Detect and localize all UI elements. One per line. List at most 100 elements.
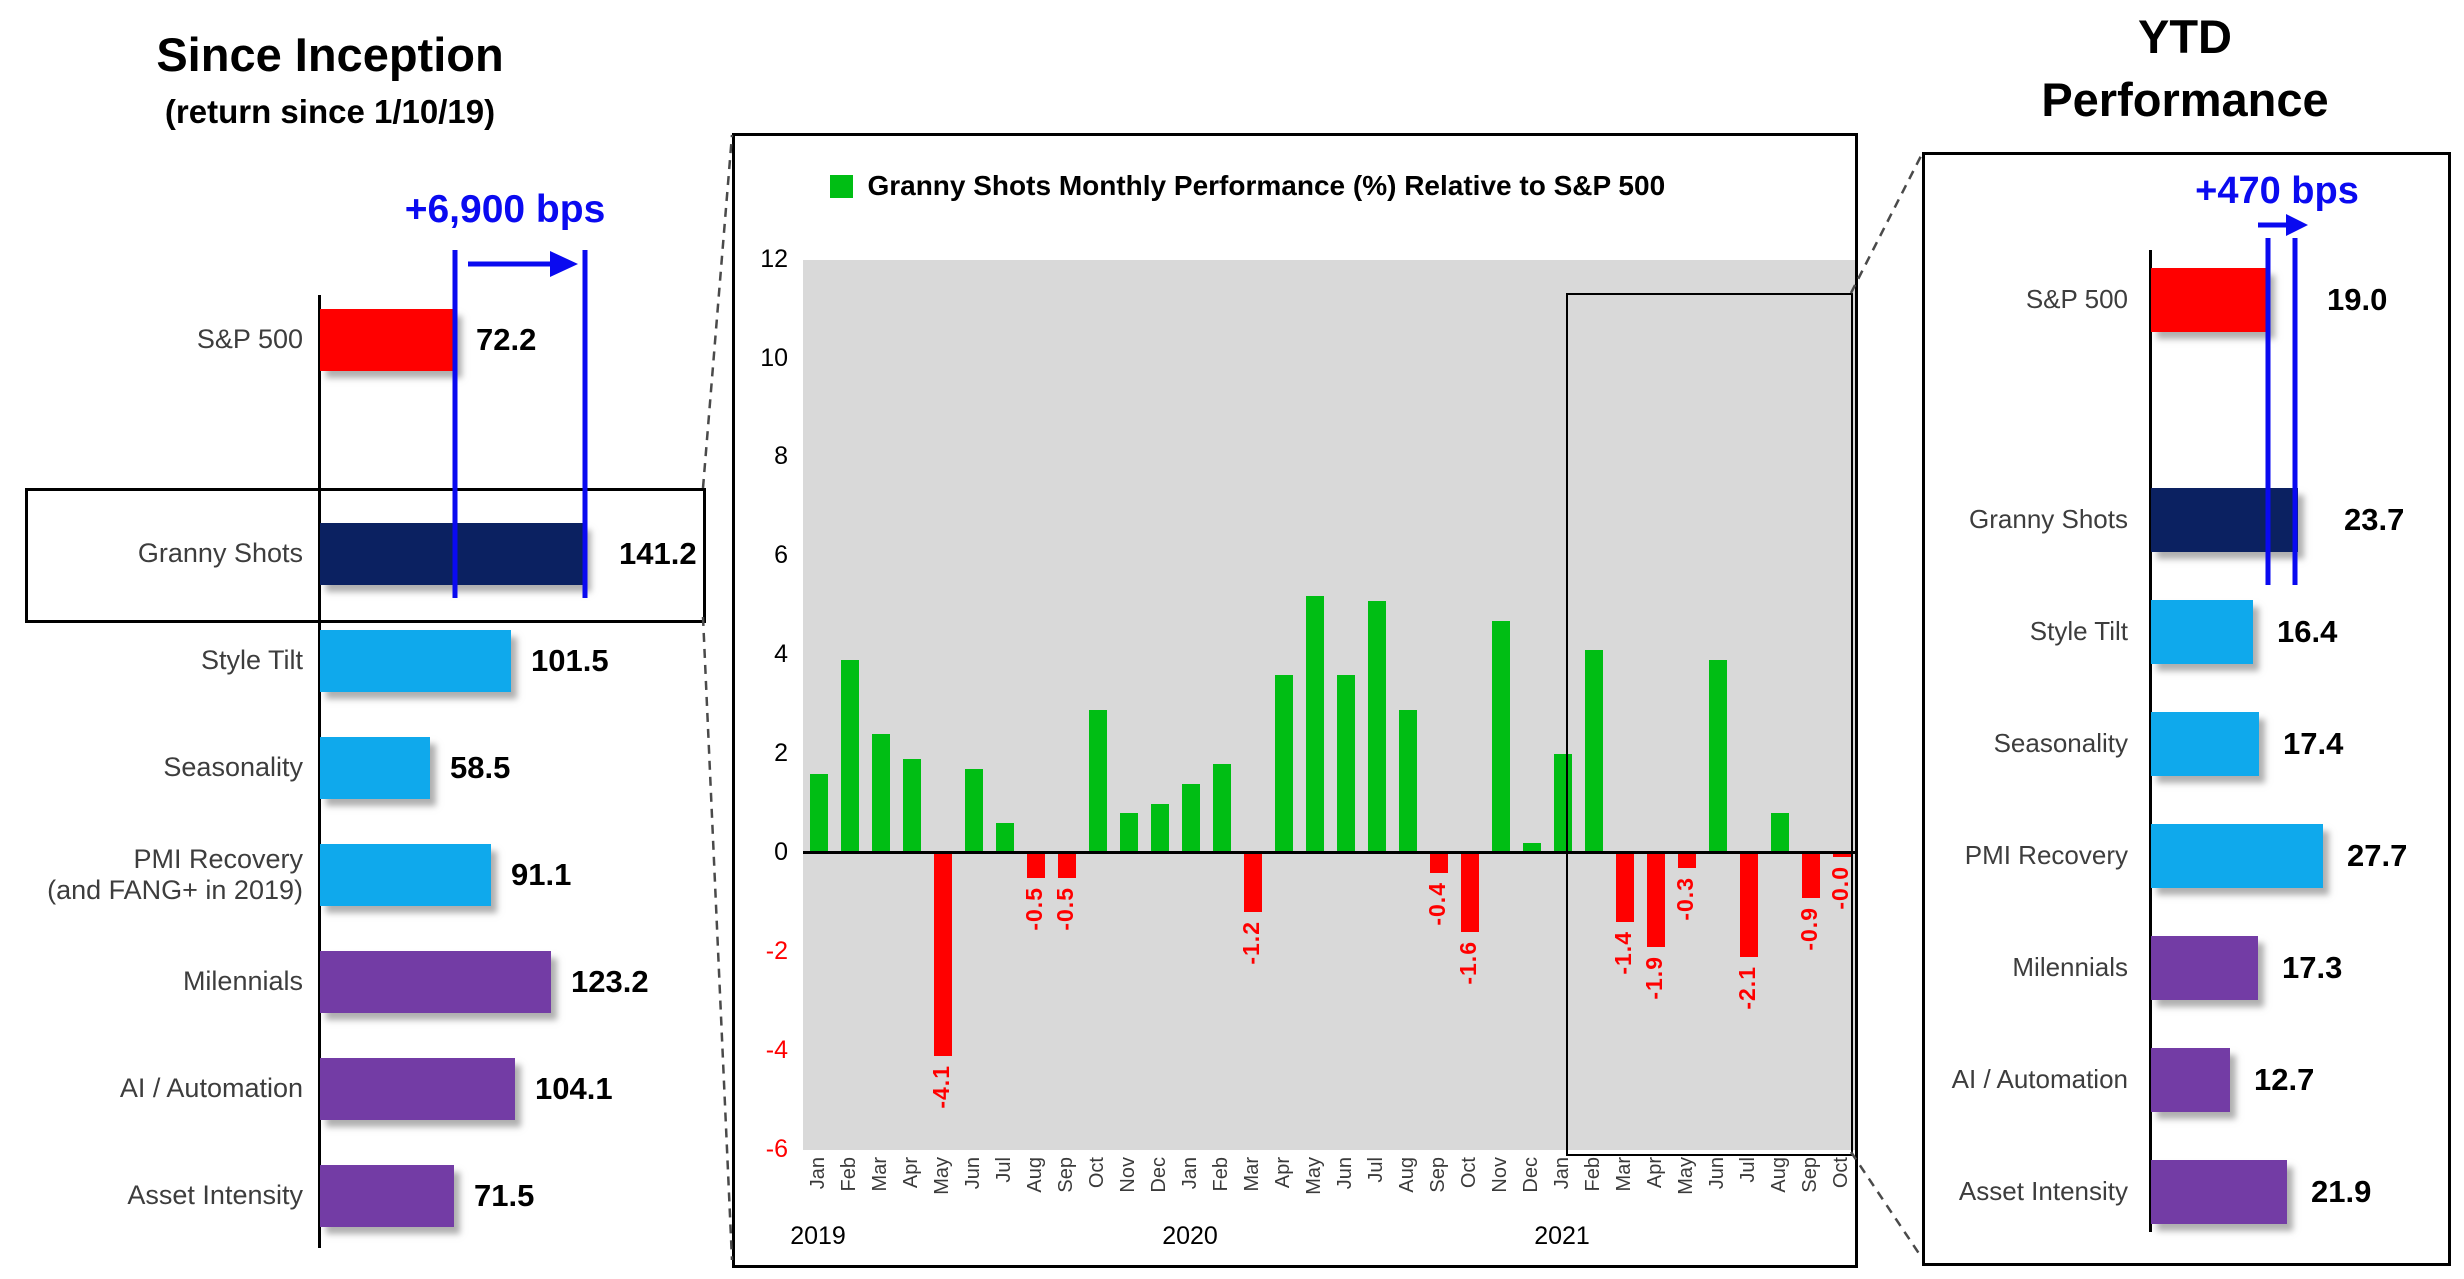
month-tick-label: Aug xyxy=(1023,1157,1046,1193)
monthly-bar xyxy=(1646,853,1665,947)
bar xyxy=(320,737,430,799)
month-tick-label: Jun xyxy=(961,1157,984,1190)
month-tick-label: Sep xyxy=(1426,1157,1449,1193)
category-label: AI / Automation xyxy=(1951,1064,2128,1095)
year-label-2020: 2020 xyxy=(1162,1222,1218,1250)
category-label: Seasonality xyxy=(1993,728,2128,759)
y-tick-label: 6 xyxy=(774,541,788,570)
month-tick-label: Aug xyxy=(1767,1157,1790,1193)
bar xyxy=(320,1165,454,1227)
monthly-bar xyxy=(1708,660,1727,853)
bar-value-label: -2.1 xyxy=(1733,965,1760,1010)
month-tick-label: Feb xyxy=(1581,1157,1604,1192)
category-label: Style Tilt xyxy=(2029,616,2128,647)
monthly-bar xyxy=(1212,764,1231,853)
y-tick-label: 12 xyxy=(760,244,788,273)
monthly-bar xyxy=(809,773,828,853)
bar-value: 141.2 xyxy=(619,536,697,571)
month-tick-label: Apr xyxy=(899,1157,922,1189)
left-panel-title: Since Inception xyxy=(156,28,504,81)
month-tick-label: May xyxy=(1674,1157,1697,1195)
bar xyxy=(2151,936,2258,1000)
monthly-bar xyxy=(1088,709,1107,853)
bar-value: 123.2 xyxy=(571,964,649,999)
legend-label: Granny Shots Monthly Performance (%) Rel… xyxy=(867,170,1666,201)
bar xyxy=(2151,1160,2287,1224)
bar xyxy=(2151,268,2269,332)
month-tick-label: Feb xyxy=(837,1157,860,1192)
bar-value: 12.7 xyxy=(2254,1062,2315,1097)
month-tick-label: Mar xyxy=(1612,1157,1635,1192)
monthly-bar xyxy=(964,768,983,853)
bar-value-label: -0.4 xyxy=(1423,881,1450,926)
left-bps-annotation: +6,900 bps xyxy=(404,188,606,231)
bar xyxy=(320,844,491,906)
month-tick-label: Oct xyxy=(1457,1157,1480,1189)
legend: Granny Shots Monthly Performance (%) Rel… xyxy=(830,170,1666,201)
bar-value: 91.1 xyxy=(511,857,572,892)
month-tick-label: May xyxy=(930,1157,953,1195)
year-label-2019: 2019 xyxy=(790,1222,846,1250)
bar-value: 104.1 xyxy=(535,1071,613,1106)
monthly-bar xyxy=(1367,600,1386,853)
month-tick-label: Oct xyxy=(1085,1157,1108,1189)
monthly-bar xyxy=(840,660,859,853)
bar-value: 19.0 xyxy=(2327,282,2388,317)
bar-value: 23.7 xyxy=(2344,502,2405,537)
y-tick-label: -2 xyxy=(765,936,788,965)
bar-value: 101.5 xyxy=(531,643,609,678)
month-tick-label: Sep xyxy=(1798,1157,1821,1193)
category-label: Granny Shots xyxy=(1969,504,2128,535)
month-tick-label: Dec xyxy=(1519,1157,1542,1193)
bar xyxy=(320,523,585,585)
month-tick-label: Jan xyxy=(806,1157,829,1190)
month-tick-label: May xyxy=(1302,1157,1325,1195)
bar-value-label: -1.2 xyxy=(1237,921,1264,965)
month-tick-label: Mar xyxy=(1240,1157,1263,1192)
monthly-bar xyxy=(902,759,921,853)
month-tick-label: Apr xyxy=(1643,1157,1666,1189)
left-axis-line xyxy=(318,295,321,1248)
month-tick-label: Jul xyxy=(1736,1157,1759,1183)
monthly-bar xyxy=(1119,813,1138,853)
monthly-bar xyxy=(1460,853,1479,933)
category-label: Milennials xyxy=(182,966,303,997)
monthly-bar xyxy=(1801,853,1820,898)
category-label: Style Tilt xyxy=(200,645,303,676)
monthly-bar xyxy=(1398,709,1417,853)
y-tick-label: 2 xyxy=(774,739,788,768)
monthly-bar xyxy=(1336,675,1355,853)
monthly-bar xyxy=(1677,853,1696,868)
monthly-bar xyxy=(1584,650,1603,853)
bar xyxy=(320,1058,515,1120)
y-tick-label: -6 xyxy=(765,1134,788,1163)
monthly-bar xyxy=(1305,595,1324,853)
monthly-bar xyxy=(1553,754,1572,853)
monthly-bar xyxy=(1243,853,1262,913)
bar-value-label: -0.5 xyxy=(1051,886,1078,931)
plot-area xyxy=(803,260,1857,1150)
month-tick-label: Mar xyxy=(868,1157,891,1192)
year-label-2021: 2021 xyxy=(1534,1222,1590,1250)
category-label: Seasonality xyxy=(163,752,303,783)
bar-value: 71.5 xyxy=(474,1178,535,1213)
month-tick-label: Aug xyxy=(1395,1157,1418,1193)
zero-baseline xyxy=(803,851,1857,854)
monthly-bar xyxy=(1150,803,1169,853)
bar xyxy=(2151,1048,2230,1112)
monthly-bar xyxy=(1181,783,1200,853)
category-label: S&P 500 xyxy=(196,324,303,355)
monthly-bar xyxy=(1522,843,1541,853)
y-tick-label: -4 xyxy=(765,1035,788,1064)
month-tick-label: Oct xyxy=(1829,1157,1852,1189)
bar-value: 17.4 xyxy=(2283,726,2344,761)
bar xyxy=(2151,488,2298,552)
bar xyxy=(320,309,456,371)
category-label: Asset Intensity xyxy=(127,1180,303,1211)
category-label: S&P 500 xyxy=(2025,284,2128,315)
month-tick-label: Jul xyxy=(1364,1157,1387,1183)
monthly-bar xyxy=(933,853,952,1056)
bar-value-label: -4.1 xyxy=(927,1064,954,1109)
month-tick-label: Apr xyxy=(1271,1157,1294,1189)
